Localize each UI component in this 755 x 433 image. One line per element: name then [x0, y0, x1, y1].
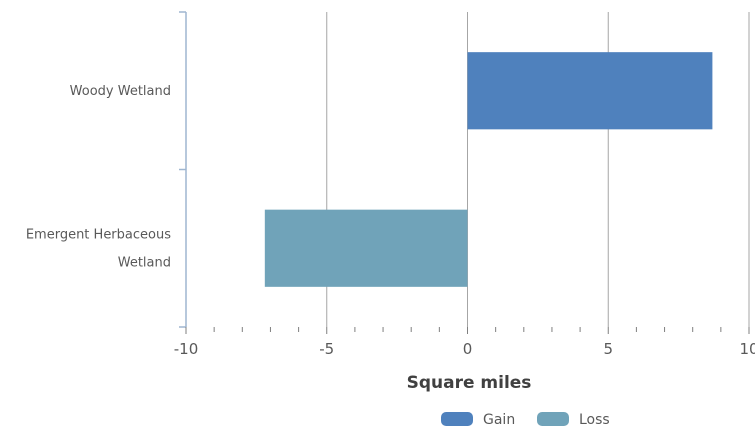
x-tick-label: 0	[463, 340, 473, 358]
y-axis	[179, 11, 187, 328]
x-tick-label: 5	[603, 340, 613, 358]
bar-gain	[467, 52, 713, 130]
x-tick-label: -5	[319, 340, 334, 358]
legend-swatch	[537, 412, 569, 426]
bars	[264, 52, 713, 287]
x-tick-label: 10	[739, 340, 755, 358]
x-tick-label: -10	[174, 340, 199, 358]
legend-label: Gain	[483, 412, 515, 428]
legend-swatch	[441, 412, 473, 426]
category-label: Emergent Herbaceous	[26, 227, 171, 242]
category-label: Woody Wetland	[70, 84, 171, 99]
category-labels: Woody Wetland Emergent Herbaceous Wetland	[26, 84, 171, 271]
x-axis-title: Square miles	[407, 373, 532, 393]
legend-item-loss: Loss	[537, 412, 610, 428]
x-tick-labels: -10 -5 0 5 10	[174, 340, 755, 358]
category-label: Wetland	[118, 255, 171, 270]
x-axis	[185, 327, 750, 334]
bar-loss	[264, 209, 468, 287]
legend: Gain Loss	[441, 412, 610, 428]
legend-item-gain: Gain	[441, 412, 515, 428]
legend-label: Loss	[579, 412, 610, 428]
